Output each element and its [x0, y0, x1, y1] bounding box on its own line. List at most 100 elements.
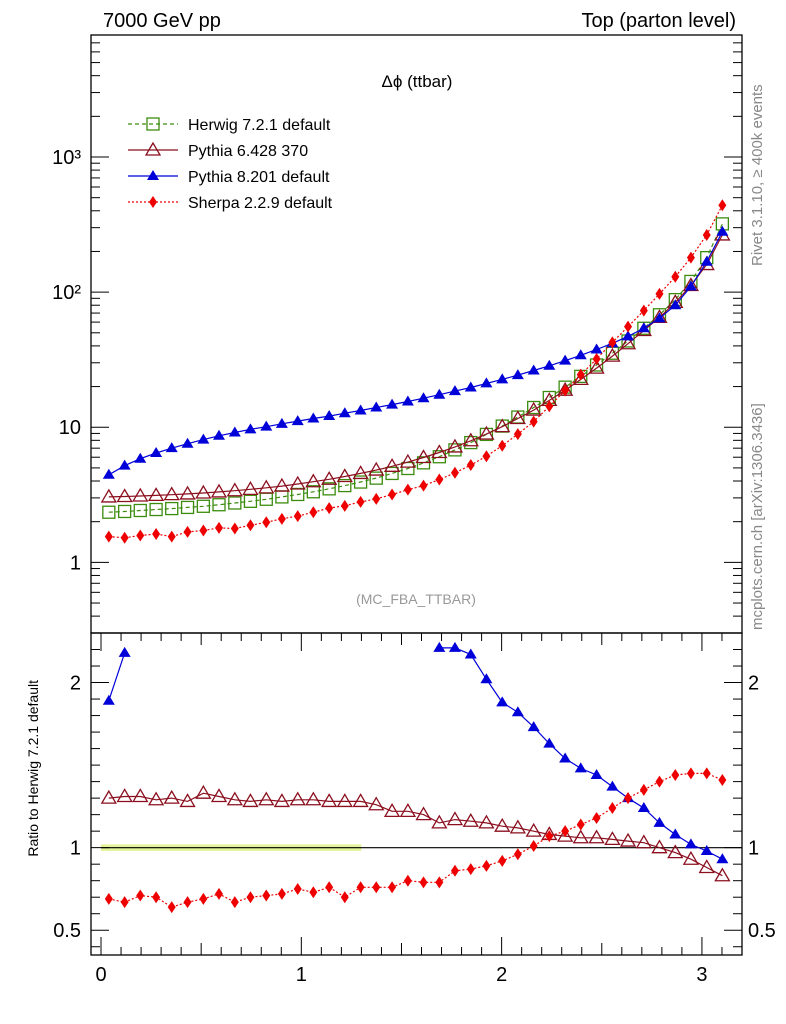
main-point-pythia6-25 — [494, 418, 511, 433]
main-point-pythia6-3 — [147, 487, 165, 502]
ratio-point-sherpa-29 — [561, 825, 570, 838]
ratio-point-sherpa-14 — [325, 881, 334, 894]
main-plot-title: Δϕ (ttbar) — [382, 72, 453, 91]
ratio-point-pythia6-19 — [399, 803, 417, 817]
ratio-point-sherpa-23 — [466, 863, 475, 876]
main-point-herwig-6 — [196, 499, 211, 513]
ratio-point-pythia6-4 — [163, 789, 180, 804]
ratio-point-sherpa-25 — [498, 854, 507, 867]
ratio-y-tick-label-right: 0.5 — [748, 920, 776, 942]
main-point-sherpa-26 — [513, 428, 522, 441]
main-point-sherpa-2 — [136, 529, 145, 542]
main-point-pythia8-39 — [716, 225, 729, 236]
main-point-herwig-2 — [133, 503, 147, 518]
ratio-point-pythia6-30 — [572, 829, 589, 844]
legend-marker-pythia6 — [144, 141, 162, 156]
main-point-sherpa-37 — [686, 251, 695, 264]
ratio-series-pythia6 — [100, 784, 731, 882]
ratio-point-pythia6-0 — [100, 789, 117, 804]
legend-label-herwig: Herwig 7.2.1 default — [188, 117, 331, 134]
main-point-sherpa-25 — [498, 439, 507, 452]
main-point-herwig-8 — [228, 496, 242, 510]
main-point-sherpa-24 — [482, 450, 491, 463]
main-point-sherpa-11 — [277, 512, 286, 525]
main-line-herwig — [108, 223, 723, 513]
main-point-pythia6-17 — [368, 461, 385, 476]
mcplots-label: mcplots.cern.ch [arXiv:1306.3436] — [749, 403, 766, 630]
ratio-point-sherpa-17 — [372, 881, 381, 894]
ratio-plot-series — [100, 641, 731, 914]
ratio-point-pythia8-29 — [559, 752, 572, 763]
main-series-pythia6 — [100, 226, 731, 503]
ratio-point-sherpa-8 — [230, 896, 239, 909]
ratio-point-sherpa-34 — [639, 783, 648, 796]
main-point-pythia8-35 — [653, 312, 666, 323]
ratio-point-pythia6-8 — [226, 791, 243, 806]
main-point-sherpa-35 — [655, 287, 664, 300]
legend-entry-pythia6: Pythia 6.428 370 — [128, 141, 308, 160]
main-point-sherpa-12 — [293, 510, 302, 523]
ratio-y-axis-label: Ratio to Herwig 7.2.1 default — [25, 680, 41, 857]
main-point-sherpa-21 — [435, 473, 444, 486]
x-tick-label: 1 — [296, 964, 307, 986]
main-point-pythia8-30 — [574, 349, 587, 360]
main-line-pythia8 — [108, 231, 723, 476]
main-point-herwig-13 — [306, 485, 320, 499]
ratio-point-pythia6-33 — [619, 832, 637, 847]
main-point-sherpa-7 — [214, 521, 223, 534]
ratio-point-pythia6-9 — [242, 793, 259, 808]
main-point-herwig-27 — [527, 400, 541, 415]
main-point-sherpa-29 — [561, 384, 570, 397]
main-point-pythia8-6 — [197, 433, 210, 444]
ratio-point-pythia6-2 — [132, 788, 149, 803]
ratio-y-tick-label-right: 2 — [748, 673, 759, 695]
main-point-herwig-18 — [385, 466, 399, 481]
main-point-sherpa-9 — [246, 519, 255, 532]
ratio-point-sherpa-20 — [419, 876, 428, 889]
main-point-sherpa-23 — [466, 459, 475, 472]
main-y-tick-label: 1 — [70, 552, 81, 574]
ratio-point-sherpa-26 — [513, 848, 522, 861]
main-point-pythia8-13 — [307, 412, 320, 423]
main-point-sherpa-32 — [608, 336, 617, 349]
ratio-point-pythia6-6 — [195, 784, 212, 799]
main-plot-series — [100, 199, 731, 544]
main-point-sherpa-34 — [639, 304, 648, 317]
ratio-point-sherpa-28 — [545, 830, 554, 843]
main-point-pythia8-29 — [559, 354, 572, 365]
ratio-point-sherpa-33 — [624, 792, 633, 805]
main-point-sherpa-31 — [592, 352, 601, 365]
ratio-point-pythia6-31 — [588, 829, 605, 844]
ratio-point-pythia6-27 — [525, 822, 542, 837]
ratio-point-pythia8-37 — [684, 838, 697, 849]
legend-entry-pythia8: Pythia 8.201 default — [128, 169, 330, 186]
main-point-herwig-5 — [180, 500, 195, 515]
ratio-point-sherpa-1 — [120, 896, 129, 909]
ratio-point-pythia8-30 — [574, 762, 587, 773]
main-point-pythia6-7 — [210, 483, 228, 498]
ratio-point-pythia6-13 — [305, 791, 322, 806]
rivet-label: Rivet 3.1.10, ≥ 400k events — [749, 84, 766, 266]
ratio-point-pythia8-38 — [700, 844, 713, 855]
main-point-sherpa-13 — [309, 506, 318, 519]
main-point-pythia6-21 — [431, 444, 448, 459]
ratio-point-pythia6-24 — [478, 814, 495, 829]
main-point-sherpa-15 — [340, 499, 349, 512]
main-point-sherpa-5 — [183, 525, 192, 538]
ratio-point-pythia8-24 — [480, 673, 493, 684]
ratio-point-sherpa-18 — [388, 881, 397, 894]
main-point-pythia8-18 — [386, 398, 399, 409]
main-point-sherpa-14 — [325, 502, 334, 515]
ratio-point-sherpa-32 — [608, 802, 617, 815]
main-point-pythia6-2 — [132, 487, 149, 502]
main-point-herwig-9 — [243, 494, 258, 508]
ratio-point-sherpa-27 — [529, 840, 538, 853]
x-tick-label: 0 — [95, 964, 106, 986]
main-point-pythia8-24 — [480, 377, 493, 388]
main-point-pythia8-26 — [511, 369, 524, 380]
ratio-point-pythia8-22 — [448, 641, 461, 652]
main-point-pythia8-14 — [323, 410, 336, 421]
main-point-pythia6-32 — [604, 347, 621, 362]
ratio-point-sherpa-16 — [356, 881, 365, 894]
